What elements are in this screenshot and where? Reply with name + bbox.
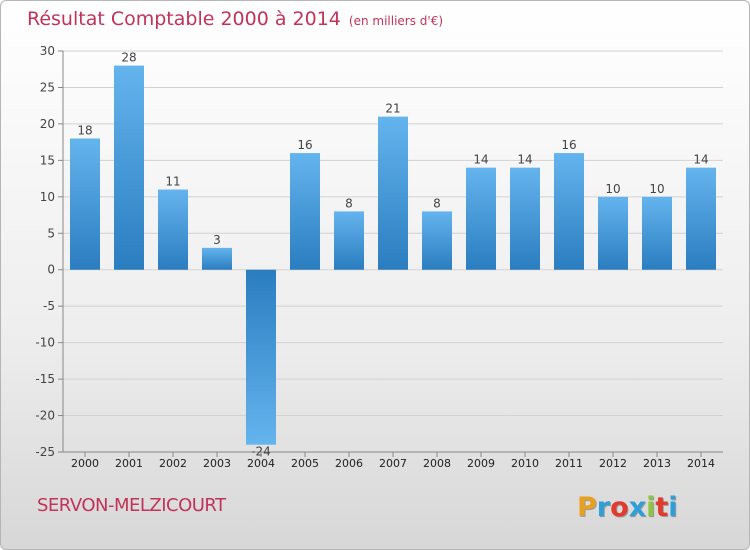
bar-2009: [466, 167, 496, 270]
data-label: 18: [77, 123, 92, 137]
x-tick-label: 2010: [511, 457, 539, 470]
bar-2010: [510, 167, 540, 270]
bar-2012: [598, 196, 628, 270]
x-tick-label: 2011: [555, 457, 583, 470]
bar-2001: [114, 65, 144, 270]
bar-2013: [642, 196, 672, 270]
y-tick-label: -25: [35, 445, 55, 459]
bar-2000: [70, 138, 100, 270]
data-label: 14: [517, 153, 532, 167]
y-tick-label: 0: [47, 263, 55, 277]
x-tick-label: 2013: [643, 457, 671, 470]
logo-letter: i: [646, 492, 656, 523]
data-label: -24: [251, 445, 271, 459]
bar-2002: [158, 189, 188, 270]
data-label: 8: [345, 196, 353, 210]
title-text: Résultat Comptable 2000 à 2014: [27, 8, 341, 30]
logo-letter: r: [596, 492, 611, 523]
x-tick-label: 2007: [379, 457, 407, 470]
logo-letter: x: [628, 492, 647, 523]
x-tick-label: 2005: [291, 457, 319, 470]
y-tick-label: -15: [35, 372, 55, 386]
x-tick-label: 2008: [423, 457, 451, 470]
x-tick-label: 2009: [467, 457, 495, 470]
logo-letter: o: [610, 492, 629, 523]
x-tick-label: 2000: [71, 457, 99, 470]
data-label: 21: [385, 102, 400, 116]
x-tick-label: 2003: [203, 457, 231, 470]
logo-letter: P: [577, 492, 597, 523]
y-tick-label: 10: [40, 190, 55, 204]
commune-name: SERVON-MELZICOURT: [37, 495, 226, 516]
y-tick-label: 5: [47, 226, 55, 240]
logo-letter: t: [655, 492, 669, 523]
bar-2014: [686, 167, 716, 270]
x-tick-label: 2004: [247, 457, 275, 470]
x-tick-label: 2002: [159, 457, 187, 470]
data-label: 11: [165, 175, 180, 189]
proxiti-logo: Proxiti: [577, 488, 689, 528]
y-tick-label: 20: [40, 117, 55, 131]
y-tick-label: -10: [35, 336, 55, 350]
y-tick-label: -20: [35, 409, 55, 423]
x-tick-label: 2014: [687, 457, 715, 470]
x-tick-label: 2012: [599, 457, 627, 470]
data-label: 8: [433, 196, 441, 210]
unit-note: (en milliers d'€): [348, 14, 444, 28]
x-tick-label: 2006: [335, 457, 363, 470]
bar-2004: [246, 269, 276, 445]
data-label: 16: [561, 138, 576, 152]
bar-2008: [422, 211, 452, 270]
data-label: 14: [473, 153, 488, 167]
bar-2005: [290, 153, 320, 270]
y-tick-label: -5: [43, 299, 55, 313]
data-label: 10: [605, 182, 620, 196]
data-label: 10: [649, 182, 664, 196]
data-label: 28: [121, 51, 136, 65]
bar-2007: [378, 116, 408, 270]
x-tick-label: 2001: [115, 457, 143, 470]
data-label: 16: [297, 138, 312, 152]
logo-letter: i: [668, 492, 678, 523]
y-tick-label: 15: [40, 153, 55, 167]
bar-2003: [202, 247, 232, 270]
y-tick-label: 25: [40, 80, 55, 94]
chart-title: Résultat Comptable 2000 à 2014 (en millie…: [27, 8, 443, 30]
bar-2011: [554, 153, 584, 270]
data-label: 14: [693, 153, 708, 167]
y-tick-label: 30: [40, 44, 55, 58]
data-label: 3: [213, 233, 221, 247]
bar-2006: [334, 211, 364, 270]
